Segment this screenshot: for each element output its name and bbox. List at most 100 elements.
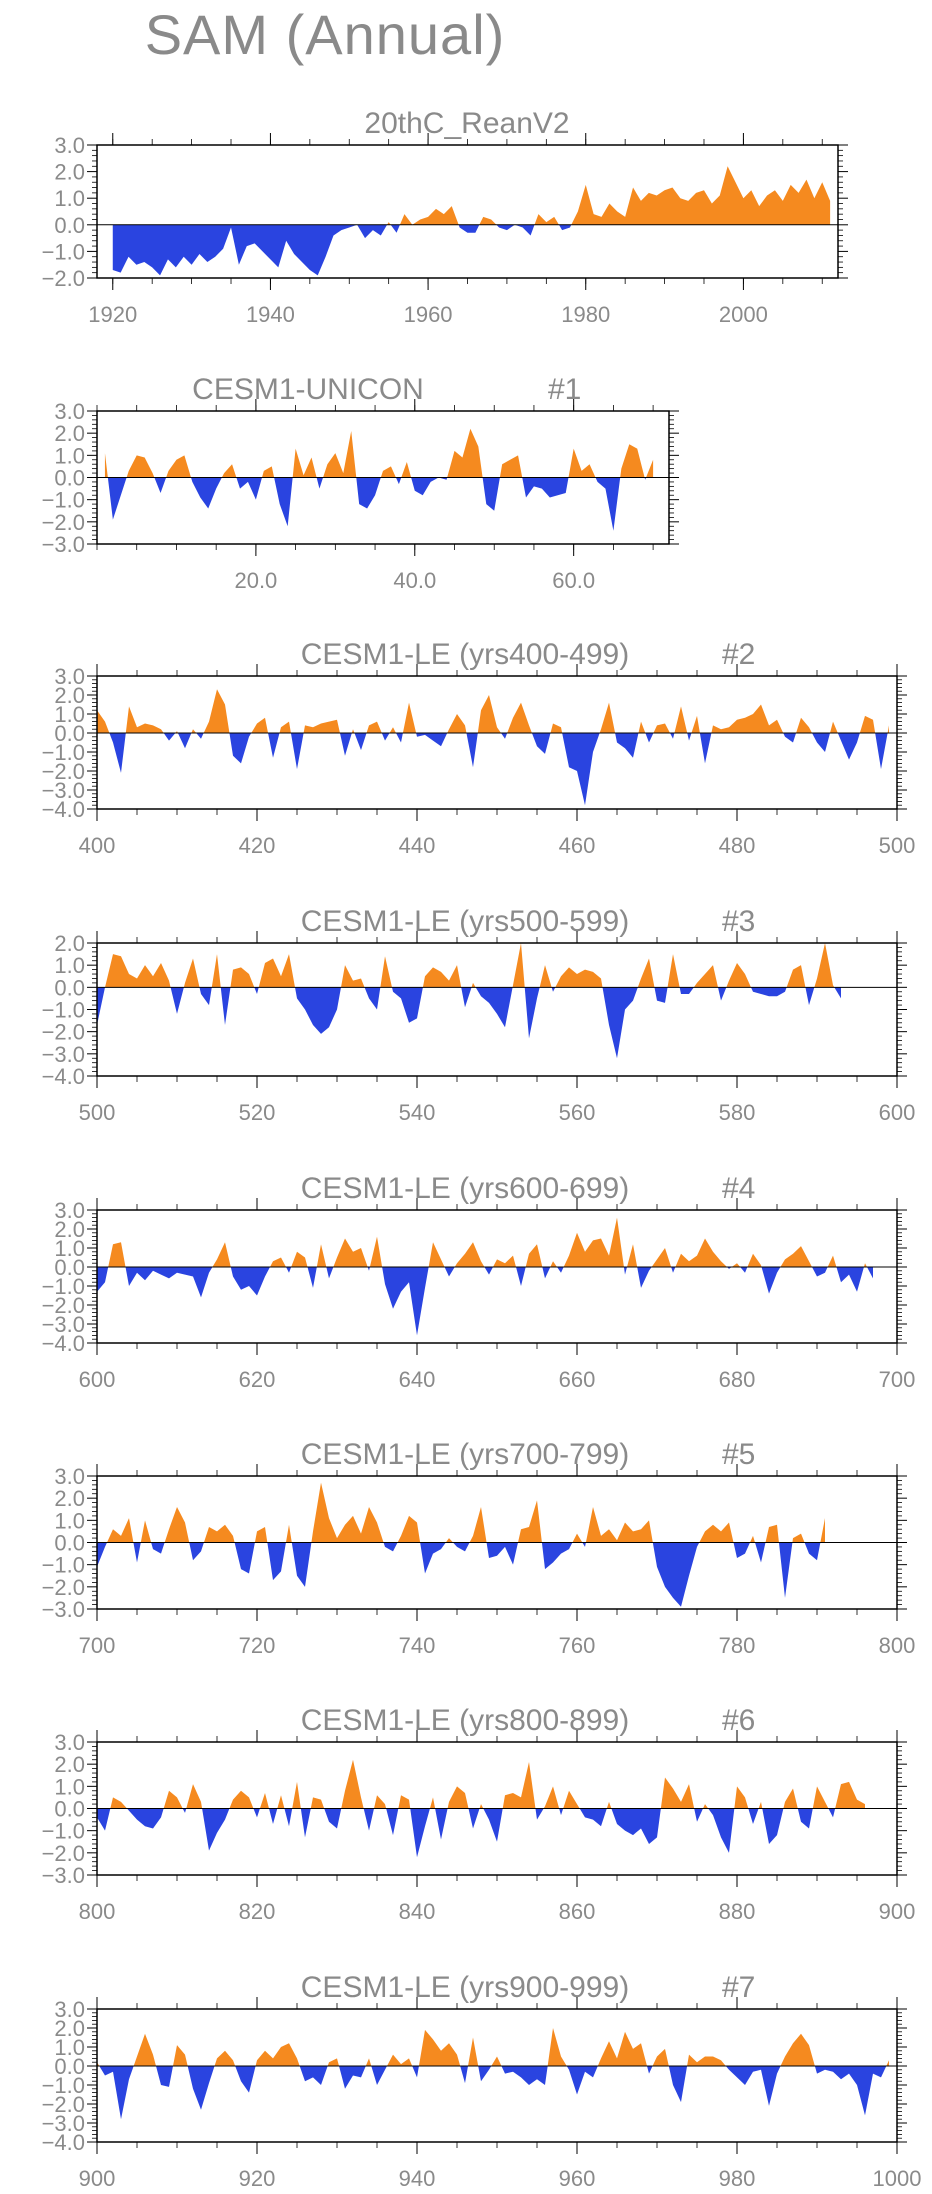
y-tick-label: 3.0 — [54, 1464, 85, 1489]
y-tick-label: 2.0 — [54, 1486, 85, 1511]
y-tick-label: −3.0 — [42, 1863, 85, 1888]
chart-panel-8: CESM1-LE (yrs900-999) #7 −4.0−3.0−2.0−1.00… — [42, 1971, 922, 2191]
x-tick-label: 900 — [879, 1899, 916, 1924]
plot-frame — [96, 2008, 898, 2143]
y-tick-label: −2.0 — [42, 1575, 85, 1600]
x-tick-label: 460 — [559, 833, 596, 858]
y-tick-label: −2.0 — [42, 2092, 85, 2117]
negative-area-series — [97, 987, 841, 1059]
y-tick-label: 1.0 — [54, 1774, 85, 1799]
x-tick-label: 1940 — [246, 302, 295, 327]
y-tick-label: −1.0 — [42, 998, 85, 1023]
panel-title: CESM1-LE (yrs400-499) — [301, 638, 629, 671]
panel-subtitle: #2 — [722, 638, 755, 671]
x-tick-label: 480 — [719, 833, 756, 858]
x-tick-label: 660 — [559, 1367, 596, 1392]
chart-panel-7: CESM1-LE (yrs800-899) #6 −3.0−2.0−1.00.01.… — [42, 1704, 916, 1924]
negative-area-series — [97, 733, 889, 806]
x-tick-label: 580 — [719, 1100, 756, 1125]
x-tick-label: 680 — [719, 1367, 756, 1392]
chart-panel-6: CESM1-LE (yrs700-799) #5 −3.0−2.0−1.00.01.… — [42, 1438, 916, 1658]
panel-title: CESM1-UNICON — [192, 373, 424, 406]
panel-subtitle: #1 — [548, 373, 581, 406]
x-tick-label: 40.0 — [393, 568, 436, 593]
chart-panel-3: CESM1-LE (yrs400-499) #2 −4.0−3.0−2.0−1.00… — [42, 638, 916, 858]
x-tick-label: 840 — [399, 1899, 436, 1924]
panel-subtitle: #3 — [722, 905, 755, 938]
y-tick-label: −3.0 — [42, 1597, 85, 1622]
y-tick-label: 2.0 — [54, 421, 85, 446]
y-tick-label: −2.0 — [42, 1293, 85, 1318]
y-tick-label: −3.0 — [42, 1312, 85, 1337]
x-tick-label: 920 — [239, 2166, 276, 2191]
y-tick-label: 2.0 — [54, 1217, 85, 1242]
y-tick-label: 1.0 — [54, 1508, 85, 1533]
y-tick-label: 1.0 — [54, 443, 85, 468]
positive-area-series — [97, 943, 841, 988]
y-tick-label: 2.0 — [54, 1752, 85, 1777]
chart-panel-5: CESM1-LE (yrs600-699) #4 −4.0−3.0−2.0−1.00… — [42, 1172, 916, 1392]
x-tick-label: 760 — [559, 1633, 596, 1658]
y-tick-label: −4.0 — [42, 797, 85, 822]
x-tick-label: 1000 — [873, 2166, 922, 2191]
panel-subtitle: #5 — [722, 1438, 755, 1471]
x-tick-label: 520 — [239, 1100, 276, 1125]
positive-area-series — [97, 2028, 889, 2066]
positive-area-series — [97, 1482, 825, 1543]
x-tick-label: 620 — [239, 1367, 276, 1392]
chart-panel-1: 20thC_ReanV2 −2.0−1.00.01.02.03.0 1920 1940… — [42, 107, 848, 327]
x-tick-label: 940 — [399, 2166, 436, 2191]
negative-area-series — [97, 2066, 889, 2120]
y-tick-label: 0.0 — [54, 213, 85, 238]
y-tick-label: 2.0 — [54, 2016, 85, 2041]
x-tick-label: 980 — [719, 2166, 756, 2191]
y-tick-label: −1.0 — [42, 740, 85, 765]
y-tick-label: −1.0 — [42, 2073, 85, 2098]
panel-subtitle: #6 — [722, 1704, 755, 1737]
y-tick-label: 1.0 — [54, 1236, 85, 1261]
panel-title: 20thC_ReanV2 — [364, 107, 569, 140]
x-tick-label: 2000 — [719, 302, 768, 327]
x-tick-label: 560 — [559, 1100, 596, 1125]
x-tick-label: 1980 — [561, 302, 610, 327]
y-tick-label: 0.0 — [54, 2054, 85, 2079]
y-tick-label: −1.0 — [42, 488, 85, 513]
x-tick-label: 440 — [399, 833, 436, 858]
y-tick-label: −2.0 — [42, 266, 85, 291]
x-tick-label: 420 — [239, 833, 276, 858]
y-tick-label: 0.0 — [54, 975, 85, 1000]
y-tick-label: 3.0 — [54, 664, 85, 689]
y-tick-label: 3.0 — [54, 133, 85, 158]
x-tick-label: 880 — [719, 1899, 756, 1924]
panel-title: CESM1-LE (yrs900-999) — [301, 1971, 629, 2004]
y-tick-label: −1.0 — [42, 1819, 85, 1844]
x-tick-label: 700 — [879, 1367, 916, 1392]
panel-title: CESM1-LE (yrs800-899) — [301, 1704, 629, 1737]
y-tick-label: −2.0 — [42, 510, 85, 535]
y-tick-label: 0.0 — [54, 466, 85, 491]
y-tick-label: −2.0 — [42, 1020, 85, 1045]
y-tick-label: −1.0 — [42, 1274, 85, 1299]
panel-title: CESM1-LE (yrs500-599) — [301, 905, 629, 938]
x-tick-label: 540 — [399, 1100, 436, 1125]
x-tick-label: 400 — [79, 833, 116, 858]
negative-area-series — [112, 224, 831, 276]
x-tick-label: 600 — [79, 1367, 116, 1392]
y-tick-label: −3.0 — [42, 778, 85, 803]
x-tick-label: 600 — [879, 1100, 916, 1125]
y-tick-label: 0.0 — [54, 1797, 85, 1822]
y-tick-label: −1.0 — [42, 1553, 85, 1578]
negative-area-series — [97, 1267, 873, 1336]
y-tick-label: 2.0 — [54, 160, 85, 185]
x-tick-label: 800 — [79, 1899, 116, 1924]
y-tick-label: 0.0 — [54, 1255, 85, 1280]
x-tick-label: 60.0 — [552, 568, 595, 593]
x-tick-label: 860 — [559, 1899, 596, 1924]
x-tick-label: 780 — [719, 1633, 756, 1658]
panel-subtitle: #7 — [722, 1971, 755, 2004]
y-tick-label: 1.0 — [54, 2035, 85, 2060]
y-tick-label: −4.0 — [42, 1064, 85, 1089]
positive-area-series — [97, 1759, 865, 1809]
x-tick-label: 720 — [239, 1633, 276, 1658]
